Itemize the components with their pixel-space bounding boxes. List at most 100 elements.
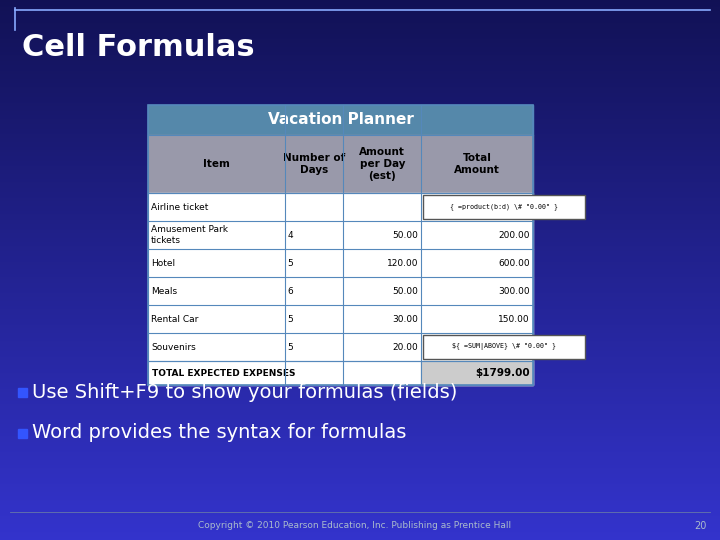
Bar	[0, 498, 720, 499]
Bar	[0, 444, 720, 445]
Bar	[0, 26, 720, 27]
Text: 300.00: 300.00	[498, 287, 530, 295]
Bar	[0, 317, 720, 318]
Bar	[0, 225, 720, 226]
Bar	[0, 323, 720, 324]
Bar	[0, 130, 720, 131]
Bar	[0, 433, 720, 434]
Bar	[0, 220, 720, 221]
Bar	[0, 112, 720, 113]
Bar	[0, 503, 720, 504]
Bar	[0, 178, 720, 179]
Bar	[0, 500, 720, 501]
Bar	[0, 191, 720, 192]
Bar	[0, 451, 720, 452]
Bar	[0, 135, 720, 136]
Bar	[0, 295, 720, 296]
Bar	[0, 303, 720, 304]
Bar	[0, 274, 720, 275]
Bar	[0, 327, 720, 328]
Bar	[0, 141, 720, 142]
Bar	[0, 292, 720, 293]
Bar	[0, 471, 720, 472]
Bar	[0, 118, 720, 119]
Bar	[0, 249, 720, 250]
Bar	[0, 362, 720, 363]
Bar	[0, 14, 720, 15]
Bar	[0, 151, 720, 152]
Bar	[0, 291, 720, 292]
Bar	[0, 344, 720, 345]
Bar	[0, 188, 720, 189]
Bar	[148, 333, 533, 361]
Bar	[0, 65, 720, 66]
Bar	[0, 59, 720, 60]
Text: Hotel: Hotel	[151, 259, 175, 267]
Bar	[0, 195, 720, 196]
Bar	[0, 414, 720, 415]
Bar	[0, 127, 720, 128]
Bar	[0, 376, 720, 377]
Text: 5: 5	[288, 314, 294, 323]
Bar	[0, 378, 720, 379]
Bar	[0, 199, 720, 200]
Bar	[148, 249, 533, 277]
Bar	[0, 52, 720, 53]
Bar	[0, 396, 720, 397]
Bar	[0, 156, 720, 157]
Text: Number of
Days: Number of Days	[283, 153, 345, 175]
Bar	[0, 486, 720, 487]
Bar	[0, 104, 720, 105]
Bar	[0, 339, 720, 340]
Bar	[0, 5, 720, 6]
Bar	[0, 417, 720, 418]
Bar	[0, 472, 720, 473]
Bar	[0, 235, 720, 236]
Text: 200.00: 200.00	[498, 231, 530, 240]
Bar	[0, 395, 720, 396]
Text: 30.00: 30.00	[392, 314, 418, 323]
Bar	[0, 100, 720, 101]
Bar	[0, 260, 720, 261]
Bar	[0, 495, 720, 496]
Bar	[0, 0, 720, 1]
Bar	[0, 313, 720, 314]
Bar	[0, 397, 720, 398]
Bar	[0, 157, 720, 158]
Bar	[0, 73, 720, 74]
Bar	[0, 488, 720, 489]
Bar	[148, 277, 533, 305]
Bar	[0, 187, 720, 188]
Bar	[0, 437, 720, 438]
Bar	[0, 475, 720, 476]
Bar	[0, 92, 720, 93]
Bar	[0, 143, 720, 144]
Bar	[0, 6, 720, 7]
Bar	[0, 384, 720, 385]
Bar	[0, 22, 720, 23]
Bar	[0, 410, 720, 411]
Bar	[0, 443, 720, 444]
Bar	[0, 142, 720, 143]
Bar	[0, 121, 720, 122]
Bar	[0, 408, 720, 409]
Text: 4: 4	[288, 231, 293, 240]
Bar	[421, 361, 533, 385]
Bar	[0, 86, 720, 87]
Bar	[0, 388, 720, 389]
Text: 150.00: 150.00	[498, 314, 530, 323]
Bar	[0, 168, 720, 169]
Bar	[0, 367, 720, 368]
Text: 50.00: 50.00	[392, 287, 418, 295]
Text: 50.00: 50.00	[392, 231, 418, 240]
Bar	[0, 416, 720, 417]
Bar	[0, 325, 720, 326]
Bar	[0, 60, 720, 61]
Bar	[0, 35, 720, 36]
Bar	[0, 448, 720, 449]
Bar	[0, 492, 720, 493]
Bar	[0, 245, 720, 246]
Bar	[0, 273, 720, 274]
Bar	[0, 441, 720, 442]
Bar	[0, 522, 720, 523]
